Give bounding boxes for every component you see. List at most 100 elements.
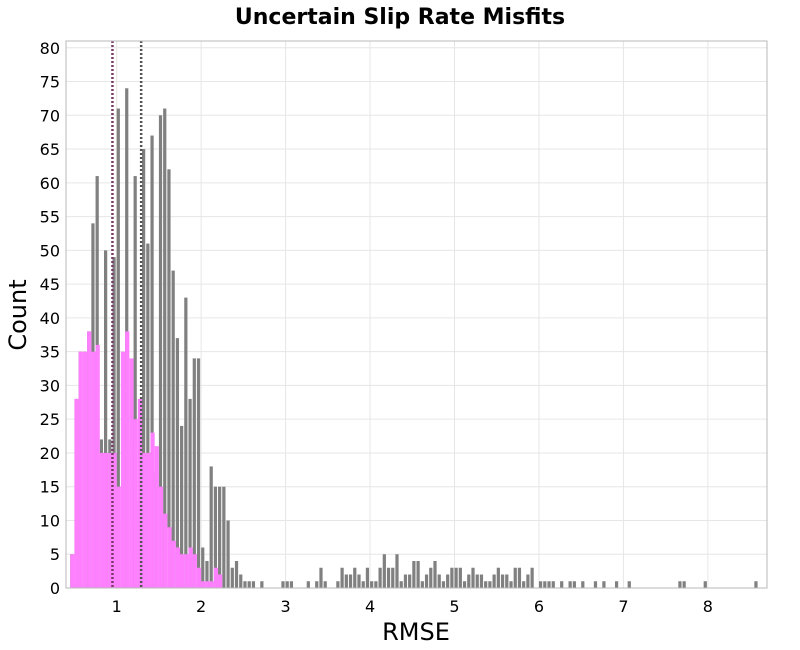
histogram-bar-all [500,574,505,588]
histogram-bar-all [222,486,226,588]
y-tick-label: 35 [40,343,60,362]
histogram-bar-subset [150,432,155,588]
histogram-bar-all [188,398,192,588]
histogram-bar-all [754,581,758,588]
histogram-bar-all [420,581,424,588]
histogram-bar-subset [205,581,210,588]
histogram-bar-all [454,567,458,588]
x-tick-label: 6 [534,597,544,616]
y-tick-label: 65 [40,140,60,159]
histogram-bar-all [251,581,256,588]
plot-frame [65,40,768,589]
histogram-bar-all [572,581,576,588]
histogram-bar-subset [192,554,197,588]
histogram-bar-subset [209,581,214,588]
x-tick-label: 4 [365,597,375,616]
histogram-bar-subset [163,513,168,588]
x-tick-labels: 1 2 3 4 5 6 7 8 [112,597,713,616]
y-tick-label: 0 [50,579,60,598]
histogram-bar-subset [213,567,219,588]
y-axis-label: Count [4,279,32,350]
histogram-bar-all [218,486,222,588]
x-tick-label: 8 [703,597,713,616]
histogram-bar-all [593,581,598,588]
histogram-bar-all [581,581,585,588]
histogram-bar-all [475,574,479,588]
histogram-bar-subset [112,452,117,588]
histogram-bar-subset [158,486,164,588]
series-subset-bars [70,331,223,588]
histogram-bar-all [361,581,365,588]
y-tick-label: 15 [40,478,60,497]
histogram-bar-all [462,581,467,588]
histogram-bar-subset [154,446,159,588]
histogram-bar-all [408,574,412,588]
histogram-bar-all [260,581,264,588]
y-tick-label: 45 [40,275,60,294]
histogram-bar-all [424,574,429,588]
histogram-bar-all [116,108,120,589]
histogram-bar-all [551,581,555,588]
histogram-bar-all [526,574,530,588]
y-tick-label: 20 [40,444,60,463]
histogram-bar-all [517,567,522,588]
histogram-bar-all [538,581,543,588]
histogram-bar-subset [125,331,130,588]
histogram-bar-all [479,574,484,588]
y-tick-label: 80 [40,39,60,58]
histogram-bar-all [433,560,437,588]
histogram-bar-subset [91,351,96,588]
histogram-bar-all [205,560,209,588]
histogram-bar-subset [171,540,176,588]
histogram-bar-subset [133,419,138,588]
reference-lines [111,41,143,588]
histogram-bar-subset [99,452,105,588]
histogram-bar-subset [218,574,223,588]
histogram-bar-all [230,567,234,588]
histogram-bar-all [602,581,606,588]
x-tick-label: 7 [618,597,628,616]
histogram-bar-all [522,581,526,588]
histogram-bar-all [239,574,243,588]
histogram-bar-all [403,574,408,588]
histogram-bar-all [391,567,395,588]
histogram-bar-all [560,581,564,588]
histogram-bar-all [370,581,374,588]
histogram-bar-all [382,554,386,588]
histogram-bar-all [446,574,450,588]
histogram-bar-all [547,581,551,588]
x-tick-label: 3 [280,597,290,616]
histogram-bar-all [243,581,247,588]
y-tick-label: 40 [40,309,60,328]
histogram-bar-all [234,560,239,588]
y-tick-labels: 0 5 10 15 20 25 30 35 40 45 50 55 60 65 70 75 80 [40,39,60,598]
histogram-bar-subset [142,452,147,588]
histogram-bar-all [513,567,517,588]
histogram-bar-subset [87,331,92,588]
histogram-bar-all [399,581,403,588]
histogram-bar-all [458,567,462,588]
histogram-bar-all [315,581,319,588]
histogram-bar-all [319,567,323,588]
histogram-bar-all [509,581,513,588]
histogram-bar-subset [201,581,206,588]
x-axis-label: RMSE [382,618,450,646]
histogram-bar-all [374,581,378,588]
histogram-bar-subset [108,452,113,588]
histogram-bar-subset [188,547,193,588]
histogram-bar-all [226,520,230,588]
histogram-bar-all [484,581,488,588]
histogram-bar-all [395,554,399,588]
x-tick-label: 1 [112,597,122,616]
histogram-bar-all [285,581,289,588]
histogram-bar-all [627,581,631,588]
histogram-bar-all [416,560,420,588]
histogram-bar-subset [180,554,185,588]
histogram-bar-subset [70,554,75,588]
chart-title: Uncertain Slip Rate Misfits [235,5,565,30]
histogram-bar-all [150,135,154,588]
histogram-bar-all [437,574,441,588]
histogram-bar-all [467,574,471,588]
grid-lines [66,41,767,589]
histogram-bar-all [209,466,213,588]
